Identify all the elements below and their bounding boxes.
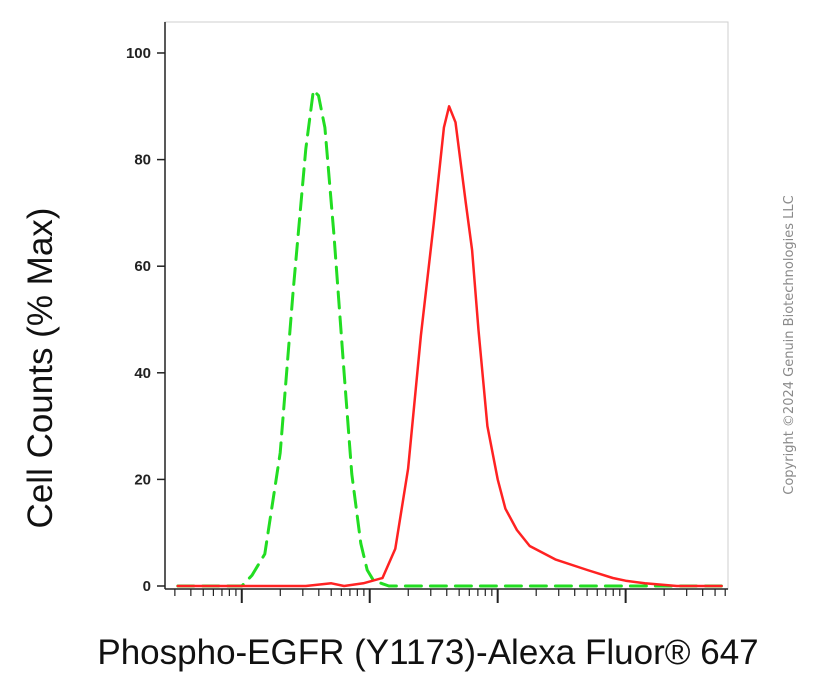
y-tick-label: 100: [126, 45, 151, 62]
y-tick-label: 80: [134, 152, 151, 169]
x-axis: [165, 588, 728, 603]
copyright-watermark: Copyright ©2024 Genuin Biotechnologies L…: [782, 195, 797, 494]
y-tick-label: 40: [134, 365, 151, 382]
y-tick-label: 60: [134, 258, 151, 275]
stained-histogram-line: [176, 105, 723, 588]
series-layer: [176, 88, 724, 588]
y-axis: 0 20 40 60 80 100: [126, 22, 166, 595]
x-axis-title: Phospho-EGFR (Y1173)-Alexa Fluor® 647: [97, 633, 758, 672]
y-tick-label: 20: [134, 471, 151, 488]
y-axis-title: Cell Counts (% Max): [21, 208, 60, 529]
plot-frame: [164, 21, 729, 590]
control-histogram-line: [176, 88, 724, 588]
y-tick-label: 0: [143, 578, 151, 595]
